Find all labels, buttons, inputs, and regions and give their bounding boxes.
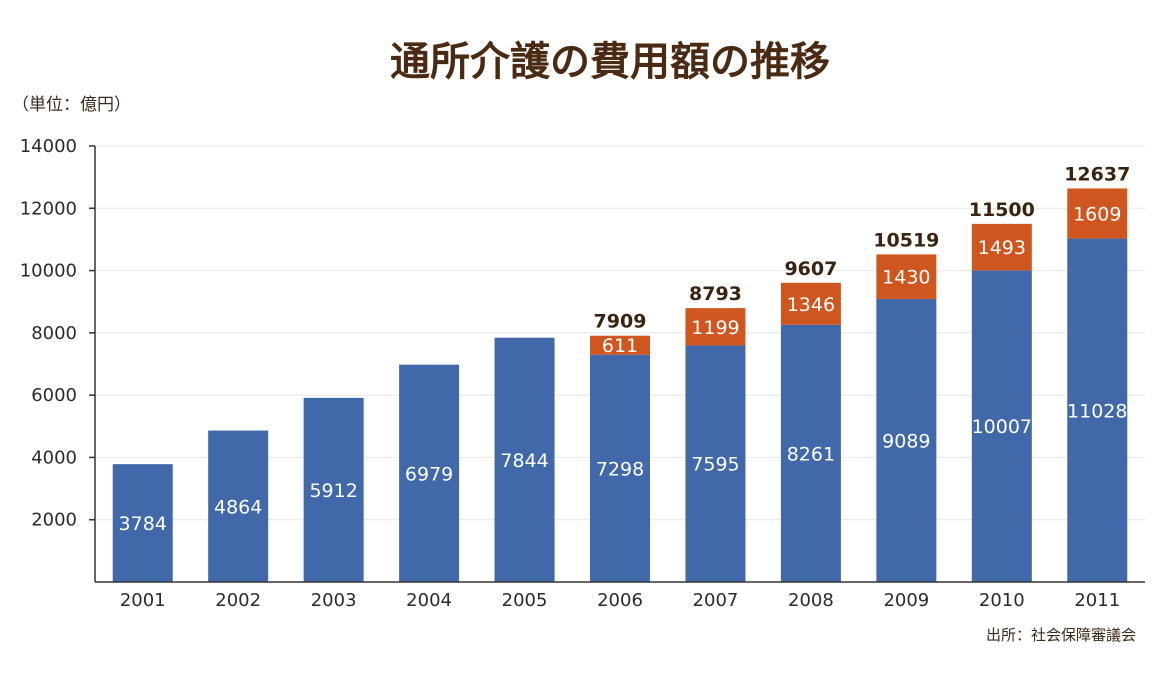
labels: 14000 12000 10000 8000 6000 4000 2000 3784 2001 4… bbox=[20, 136, 1131, 611]
data-label: 4864 bbox=[214, 496, 262, 518]
y-tick-label: 14000 bbox=[20, 136, 77, 157]
data-label: 9089 bbox=[882, 430, 930, 452]
y-tick-label: 12000 bbox=[20, 198, 77, 219]
bar-segment bbox=[971, 223, 1032, 271]
x-tick-label: 2011 bbox=[1074, 590, 1120, 611]
x-tick-label: 2009 bbox=[883, 590, 929, 611]
total-label: 8793 bbox=[689, 283, 742, 305]
bar-segment bbox=[399, 364, 460, 582]
bar-segment bbox=[303, 397, 364, 582]
y-tick-label: 8000 bbox=[31, 323, 77, 344]
bar-segment bbox=[590, 354, 650, 582]
bar-segment bbox=[876, 254, 937, 299]
x-tick-label: 2004 bbox=[406, 590, 452, 611]
unit-label: （単位：億円） bbox=[12, 95, 131, 115]
data-label: 10007 bbox=[972, 416, 1032, 438]
axes bbox=[89, 145, 1145, 583]
total-label: 10519 bbox=[873, 229, 939, 251]
bars bbox=[112, 188, 1128, 582]
x-tick-label: 2005 bbox=[502, 590, 548, 611]
x-tick-label: 2003 bbox=[311, 590, 357, 611]
data-label: 611 bbox=[602, 335, 638, 357]
total-label: 7909 bbox=[594, 311, 647, 333]
data-label: 11028 bbox=[1067, 400, 1127, 422]
bar-segment bbox=[780, 282, 841, 325]
source-label: 出所：社会保障審議会 bbox=[986, 626, 1136, 644]
bar-segment bbox=[685, 308, 746, 346]
chart-title: 通所介護の費用額の推移 bbox=[390, 39, 830, 85]
total-label: 9607 bbox=[784, 258, 837, 280]
data-label: 5912 bbox=[309, 480, 357, 502]
x-tick-label: 2010 bbox=[979, 590, 1025, 611]
x-tick-label: 2002 bbox=[215, 590, 261, 611]
x-tick-label: 2006 bbox=[597, 590, 643, 611]
data-label: 1199 bbox=[691, 317, 739, 339]
x-tick-label: 2007 bbox=[693, 590, 739, 611]
data-label: 1493 bbox=[978, 237, 1026, 259]
x-tick-label: 2008 bbox=[788, 590, 834, 611]
y-tick-label: 6000 bbox=[31, 385, 77, 406]
bar-segment bbox=[971, 270, 1032, 582]
bar-segment bbox=[1067, 188, 1128, 239]
bar-segment bbox=[590, 335, 650, 355]
data-label: 1430 bbox=[882, 267, 930, 289]
y-tick-label: 2000 bbox=[31, 510, 77, 531]
bar-segment bbox=[876, 298, 937, 582]
total-label: 11500 bbox=[969, 199, 1035, 221]
data-label: 3784 bbox=[119, 513, 167, 535]
data-label: 7298 bbox=[596, 458, 644, 480]
data-label: 7844 bbox=[500, 450, 548, 472]
data-label: 6979 bbox=[405, 463, 453, 485]
x-tick-label: 2001 bbox=[120, 590, 166, 611]
bar-segment bbox=[685, 345, 746, 582]
y-tick-label: 4000 bbox=[31, 447, 77, 468]
y-tick-label: 10000 bbox=[20, 261, 77, 282]
bar-segment bbox=[1067, 238, 1128, 582]
data-label: 1346 bbox=[787, 294, 835, 316]
bar-segment bbox=[208, 430, 269, 582]
bar-segment bbox=[112, 464, 173, 582]
bar-segment bbox=[780, 324, 841, 582]
data-label: 8261 bbox=[787, 443, 835, 465]
data-label: 1609 bbox=[1073, 204, 1121, 226]
total-label: 12637 bbox=[1064, 163, 1130, 185]
data-label: 7595 bbox=[691, 454, 739, 476]
bar-segment bbox=[494, 337, 555, 582]
